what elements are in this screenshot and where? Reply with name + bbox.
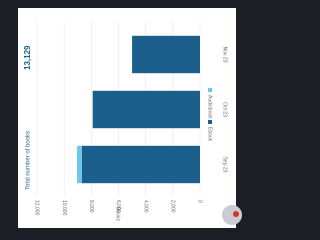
x-tick-label: 6,000 [115,200,121,213]
y-tick-label: Sep 23 [222,157,228,173]
legend-label: Audiobook [207,95,213,119]
bar [93,91,200,128]
x-tick-label: 2,000 [170,200,176,213]
y-tick-label: Nov 23 [222,47,228,63]
bar [77,146,82,183]
bar [132,36,200,73]
x-tick-label: 8,000 [88,200,94,213]
screenshot: Total number of books 13,129 Books 02,00… [0,0,253,240]
legend-swatch [208,120,212,124]
chart-title: Total number of books [26,131,32,190]
total: 13,129 [23,45,32,70]
x-tick-label: 0 [197,200,203,203]
decoration [222,205,242,225]
legend-label: Ebook [207,127,213,142]
legend-swatch [208,88,212,92]
x-tick-label: 10,000 [61,200,67,216]
x-tick-label: 4,000 [142,200,148,213]
y-tick-label: Oct 23 [222,102,228,117]
x-tick-label: 12,000 [34,200,40,216]
bar [82,146,200,183]
decoration [233,211,239,217]
